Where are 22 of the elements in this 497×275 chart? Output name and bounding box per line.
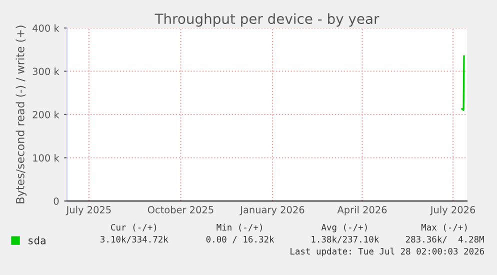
text: Cur (-/+) — [111, 224, 156, 232]
y-tick-label: 0 — [54, 197, 59, 205]
text: Max (-/+) — [421, 224, 467, 232]
text: Last update: Tue Jul 28 02:00:03 2026 — [290, 248, 484, 256]
y-tick-label: 400 k — [32, 24, 60, 32]
x-tick-label: January 2026 — [240, 206, 304, 216]
y-axis-title: Bytes/second read (-) / write (+) — [16, 26, 27, 204]
text: 283.36k/ 4.28M — [406, 236, 484, 244]
x-tick-label: April 2026 — [337, 206, 387, 216]
y-tick-label: 100 k — [33, 154, 60, 162]
chart-title: Throughput per device - by year — [154, 13, 380, 27]
text: 1.38k/237.10k — [312, 236, 380, 244]
x-tick-label: July 2026 — [430, 206, 476, 216]
legend-label: sda — [28, 236, 46, 244]
text: Min (-/+) — [216, 224, 262, 232]
text: Avg (-/+) — [321, 224, 367, 232]
y-tick-label: 300 k — [32, 68, 60, 76]
y-tick-label: 200 k — [32, 110, 60, 118]
x-tick-label: October 2025 — [148, 206, 214, 214]
x-tick-label: July 2025 — [66, 206, 111, 216]
text: 0.00 / 16.32k — [206, 236, 274, 244]
text: 3.10k/334.72k — [100, 236, 168, 244]
